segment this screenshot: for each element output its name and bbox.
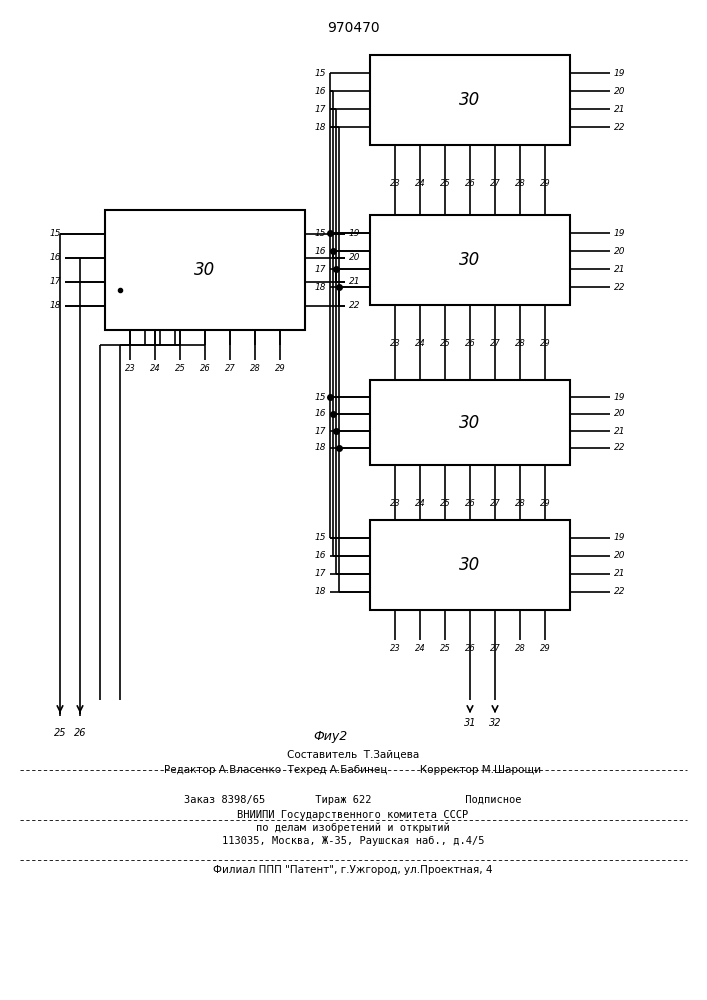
Text: Фиу2: Фиу2 bbox=[313, 730, 347, 743]
Text: 26: 26 bbox=[199, 364, 211, 373]
Text: 17: 17 bbox=[315, 426, 326, 436]
Text: 24: 24 bbox=[414, 644, 426, 653]
Text: 29: 29 bbox=[274, 364, 286, 373]
Text: 21: 21 bbox=[614, 104, 626, 113]
Text: 30: 30 bbox=[194, 261, 216, 279]
Text: 17: 17 bbox=[315, 264, 326, 273]
Text: 17: 17 bbox=[49, 277, 61, 286]
Text: 27: 27 bbox=[490, 499, 501, 508]
Text: 30: 30 bbox=[460, 556, 481, 574]
Text: 25: 25 bbox=[440, 179, 450, 188]
Text: 29: 29 bbox=[539, 499, 550, 508]
Text: 21: 21 bbox=[614, 570, 626, 578]
Text: 23: 23 bbox=[390, 339, 400, 348]
Text: 20: 20 bbox=[614, 552, 626, 560]
Text: 31: 31 bbox=[464, 718, 477, 728]
Text: 16: 16 bbox=[315, 410, 326, 418]
Text: 22: 22 bbox=[614, 587, 626, 596]
Text: 24: 24 bbox=[414, 339, 426, 348]
Text: 21: 21 bbox=[349, 277, 361, 286]
Text: ВНИИПИ Государственного комитета СССР: ВНИИПИ Государственного комитета СССР bbox=[238, 810, 469, 820]
Text: 16: 16 bbox=[315, 246, 326, 255]
Text: 23: 23 bbox=[390, 179, 400, 188]
Text: 25: 25 bbox=[440, 339, 450, 348]
Text: 18: 18 bbox=[315, 587, 326, 596]
Text: 17: 17 bbox=[315, 104, 326, 113]
Text: 16: 16 bbox=[315, 552, 326, 560]
Text: 24: 24 bbox=[150, 364, 160, 373]
Text: 19: 19 bbox=[614, 392, 626, 401]
Text: 19: 19 bbox=[614, 68, 626, 78]
Text: 18: 18 bbox=[315, 282, 326, 292]
Text: 17: 17 bbox=[315, 570, 326, 578]
Text: 26: 26 bbox=[464, 339, 475, 348]
Text: 21: 21 bbox=[614, 426, 626, 436]
Text: Филиал ППП "Патент", г.Ужгород, ул.Проектная, 4: Филиал ППП "Патент", г.Ужгород, ул.Проек… bbox=[214, 865, 493, 875]
Text: 24: 24 bbox=[414, 179, 426, 188]
Text: 23: 23 bbox=[390, 499, 400, 508]
Text: 27: 27 bbox=[490, 179, 501, 188]
Text: 30: 30 bbox=[460, 91, 481, 109]
Text: 28: 28 bbox=[515, 339, 525, 348]
Text: 16: 16 bbox=[315, 87, 326, 96]
Text: 20: 20 bbox=[614, 246, 626, 255]
Text: 25: 25 bbox=[54, 728, 66, 738]
Text: 22: 22 bbox=[614, 444, 626, 452]
Text: 21: 21 bbox=[614, 264, 626, 273]
Text: 28: 28 bbox=[515, 499, 525, 508]
Bar bbox=[105, 210, 305, 330]
Text: 18: 18 bbox=[49, 302, 61, 310]
Text: 26: 26 bbox=[464, 644, 475, 653]
Text: 15: 15 bbox=[315, 229, 326, 237]
Text: 26: 26 bbox=[464, 179, 475, 188]
Text: 18: 18 bbox=[315, 122, 326, 131]
Text: Составитель  Т.Зайцева: Составитель Т.Зайцева bbox=[287, 750, 419, 760]
Text: 24: 24 bbox=[414, 499, 426, 508]
Text: 16: 16 bbox=[49, 253, 61, 262]
Bar bbox=[370, 380, 570, 465]
Text: 32: 32 bbox=[489, 718, 501, 728]
Text: 22: 22 bbox=[614, 282, 626, 292]
Text: 23: 23 bbox=[390, 644, 400, 653]
Text: 23: 23 bbox=[124, 364, 135, 373]
Text: 19: 19 bbox=[614, 229, 626, 237]
Text: 22: 22 bbox=[349, 302, 361, 310]
Text: 970470: 970470 bbox=[327, 21, 380, 35]
Text: 20: 20 bbox=[614, 87, 626, 96]
Text: 22: 22 bbox=[614, 122, 626, 131]
Text: 30: 30 bbox=[460, 414, 481, 432]
Text: 28: 28 bbox=[515, 644, 525, 653]
Text: по делам изобретений и открытий: по делам изобретений и открытий bbox=[256, 823, 450, 833]
Text: 20: 20 bbox=[614, 410, 626, 418]
Text: 25: 25 bbox=[440, 499, 450, 508]
Bar bbox=[370, 215, 570, 305]
Text: 25: 25 bbox=[175, 364, 185, 373]
Text: 27: 27 bbox=[490, 644, 501, 653]
Text: 30: 30 bbox=[460, 251, 481, 269]
Text: 27: 27 bbox=[225, 364, 235, 373]
Text: 25: 25 bbox=[440, 644, 450, 653]
Text: 15: 15 bbox=[315, 534, 326, 542]
Text: 28: 28 bbox=[515, 179, 525, 188]
Text: 27: 27 bbox=[490, 339, 501, 348]
Text: 19: 19 bbox=[349, 230, 361, 238]
Text: 18: 18 bbox=[315, 444, 326, 452]
Bar bbox=[370, 55, 570, 145]
Text: 113035, Москва, Ж-35, Раушская наб., д.4/5: 113035, Москва, Ж-35, Раушская наб., д.4… bbox=[222, 836, 484, 846]
Text: 26: 26 bbox=[74, 728, 86, 738]
Text: Заказ 8398/65        Тираж 622               Подписное: Заказ 8398/65 Тираж 622 Подписное bbox=[185, 795, 522, 805]
Text: 15: 15 bbox=[315, 392, 326, 401]
Text: 29: 29 bbox=[539, 339, 550, 348]
Text: 26: 26 bbox=[464, 499, 475, 508]
Text: 29: 29 bbox=[539, 179, 550, 188]
Text: Редактор А.Власенко  Техред А.Бабинец          Корректор М.Шарощи: Редактор А.Власенко Техред А.Бабинец Кор… bbox=[165, 765, 542, 775]
Text: 19: 19 bbox=[614, 534, 626, 542]
Text: 28: 28 bbox=[250, 364, 260, 373]
Text: 15: 15 bbox=[49, 230, 61, 238]
Text: 29: 29 bbox=[539, 644, 550, 653]
Text: 15: 15 bbox=[315, 68, 326, 78]
Text: 20: 20 bbox=[349, 253, 361, 262]
Bar bbox=[370, 520, 570, 610]
